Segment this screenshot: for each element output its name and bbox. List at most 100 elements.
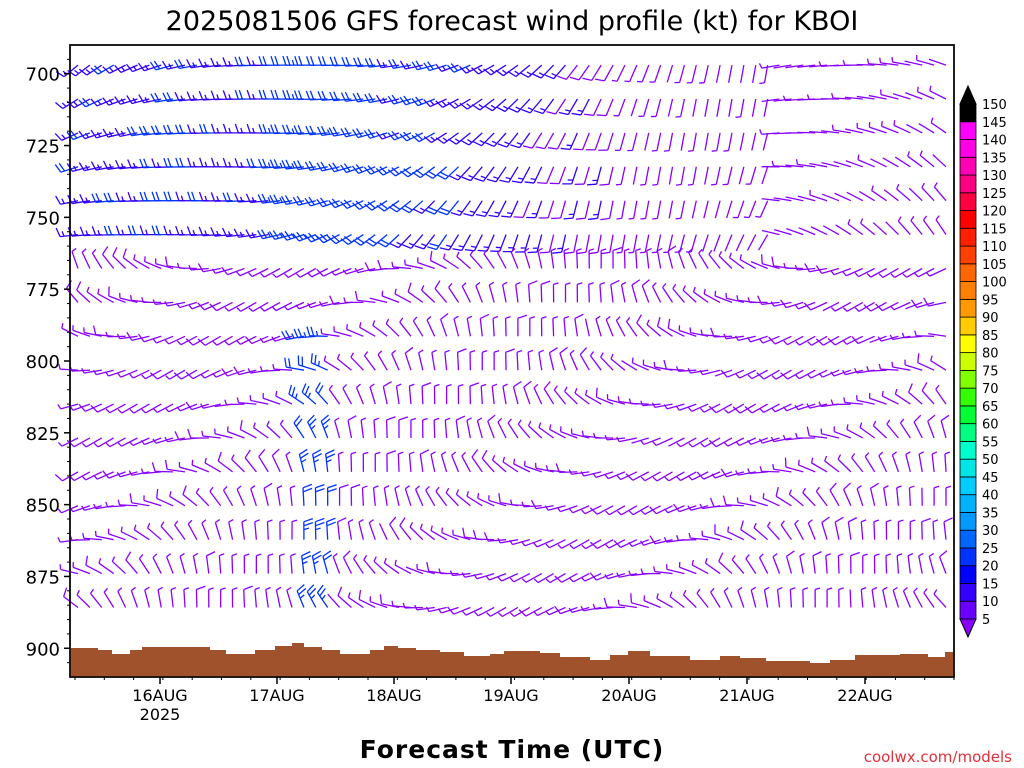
wind-barb	[505, 348, 515, 371]
wind-barb	[407, 282, 424, 303]
wind-barb	[297, 355, 316, 371]
wind-barb	[794, 519, 804, 540]
wind-barb	[562, 166, 579, 185]
wind-barb	[421, 382, 432, 405]
wind-barb	[411, 132, 436, 143]
wind-barb	[809, 189, 828, 202]
wind-barb	[152, 437, 174, 444]
wind-barb	[298, 448, 309, 473]
colorbar-swatch	[959, 281, 977, 300]
wind-barb	[588, 282, 594, 303]
wind-barb	[515, 234, 531, 253]
wind-barb	[564, 282, 571, 303]
wind-barb	[521, 98, 543, 114]
wind-barb	[722, 166, 733, 186]
wind-barb	[623, 248, 630, 269]
wind-barb	[830, 267, 852, 276]
wind-barb	[292, 195, 316, 206]
wind-barb	[580, 605, 602, 612]
wind-barb	[328, 384, 341, 405]
wind-barb	[557, 64, 578, 80]
wind-barb	[738, 166, 745, 185]
wind-barb	[699, 64, 709, 84]
wind-barb	[854, 267, 875, 278]
wind-barb	[589, 505, 614, 515]
wind-barb	[574, 166, 590, 186]
wind-barb	[747, 297, 768, 304]
wind-barb	[803, 301, 828, 311]
wind-barb	[917, 353, 935, 371]
wind-barb	[775, 486, 792, 507]
wind-barb	[276, 485, 283, 506]
wind-barb	[676, 437, 697, 448]
wind-barb	[652, 200, 662, 220]
wind-barb	[395, 383, 402, 405]
wind-barb	[894, 388, 911, 405]
wind-barb	[516, 349, 523, 371]
wind-barb	[757, 295, 780, 306]
wind-barb	[587, 166, 602, 186]
colorbar-swatch	[959, 512, 977, 531]
wind-barb	[488, 495, 507, 507]
wind-barb	[891, 451, 900, 473]
wind-barb	[117, 499, 138, 507]
wind-barb	[810, 457, 828, 473]
y-tick-label: 700	[26, 65, 60, 86]
wind-barb	[896, 553, 903, 574]
wind-barb	[241, 519, 247, 540]
wind-barb	[263, 482, 273, 506]
wind-barb	[524, 166, 543, 184]
wind-barb	[935, 384, 947, 405]
wind-barb	[485, 132, 507, 148]
wind-barb	[138, 554, 150, 574]
wind-barb	[512, 380, 522, 405]
wind-barb	[258, 158, 281, 169]
wind-barbs-layer	[54, 55, 953, 618]
wind-barb	[866, 267, 887, 278]
wind-barb	[419, 449, 430, 472]
wind-barb	[902, 267, 923, 278]
wind-barb	[244, 335, 269, 345]
wind-barb	[842, 301, 864, 312]
wind-barb	[174, 520, 186, 541]
wind-barb	[640, 200, 650, 220]
wind-barb	[362, 451, 369, 472]
wind-barb	[354, 267, 376, 274]
wind-barb	[315, 382, 329, 405]
wind-barb	[550, 247, 557, 269]
terrain-fill	[70, 643, 954, 677]
wind-barb	[856, 485, 864, 506]
wind-barb	[638, 98, 650, 117]
wind-barb	[368, 519, 376, 540]
wind-barb	[931, 451, 938, 472]
wind-barb	[804, 263, 828, 273]
wind-barb	[762, 132, 769, 151]
wind-barb	[410, 417, 417, 438]
wind-barb	[930, 355, 947, 371]
wind-barb	[928, 332, 947, 337]
wind-barb	[475, 281, 483, 303]
wind-barb	[893, 120, 911, 134]
wind-barb	[496, 98, 519, 113]
wind-barb	[533, 573, 554, 584]
wind-barb	[354, 290, 376, 304]
wind-barb	[476, 417, 483, 439]
wind-barb	[254, 519, 260, 540]
wind-barb	[518, 606, 543, 617]
wind-barb	[785, 196, 804, 202]
wind-barb	[502, 383, 508, 405]
wind-barb	[860, 519, 867, 540]
wind-barb	[318, 301, 340, 307]
wind-barb	[908, 485, 915, 506]
wind-barb	[675, 98, 686, 118]
wind-barb	[327, 593, 341, 608]
colorbar-label: 70	[982, 382, 999, 397]
colorbar-swatch	[959, 600, 977, 620]
wind-barb	[735, 234, 745, 252]
wind-barb	[809, 64, 828, 68]
wind-barb	[553, 385, 567, 405]
wind-barb	[595, 315, 602, 337]
wind-barb	[111, 556, 127, 575]
wind-barb	[461, 451, 471, 473]
wind-barb	[881, 390, 899, 405]
